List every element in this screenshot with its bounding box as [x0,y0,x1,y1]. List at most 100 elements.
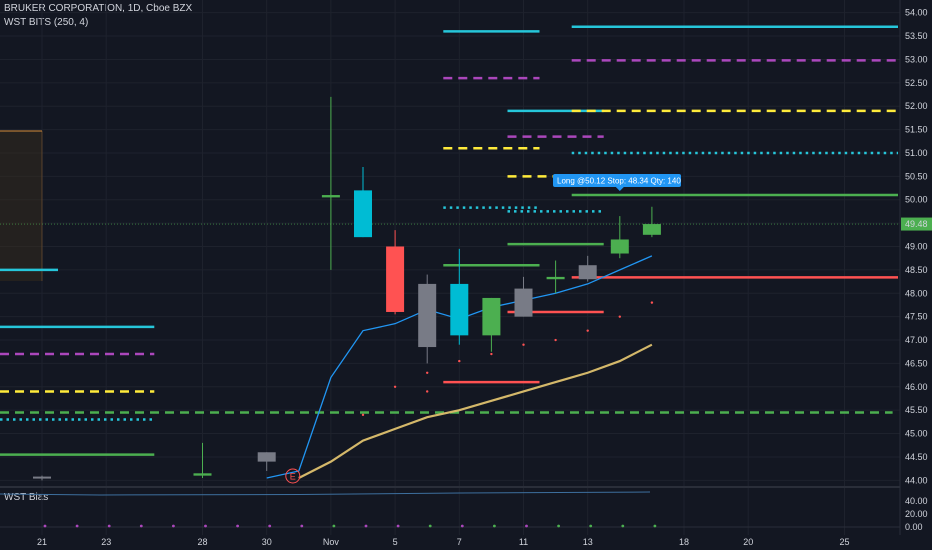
bias-dot [107,524,111,528]
stop-dot [554,338,557,342]
stop-dot [426,390,429,393]
trade-label: Long @50.12 Stop: 48.34 Qty: 140 [557,176,681,185]
bias-dot [493,524,496,528]
y-tick-label: 53.00 [905,54,928,64]
grid [0,0,901,535]
y-tick-label: 47.50 [905,312,928,322]
x-tick-label: 21 [37,537,47,547]
y-tick-label: 54.00 [905,8,928,18]
y-tick-label: 51.00 [905,148,928,158]
bias-dot [75,524,79,528]
trade-label-bg [553,173,681,187]
bias-dot [204,524,207,528]
bias-dot [139,524,143,528]
indicator-legend[interactable]: WST BITS (250, 4) [4,17,89,28]
candle-body [354,190,372,238]
y-tick-label: 46.50 [905,358,928,368]
x-tick-label: 11 [519,537,528,547]
stop-dot [458,359,461,363]
candle-body [578,265,597,280]
bias-dot [653,524,657,528]
bias-legend[interactable]: WST Bias [4,492,49,503]
bias-tick-label: 20.00 [905,509,928,519]
candle-body [546,276,565,280]
earnings-label: E [290,472,296,482]
x-tick-label: 23 [101,537,111,547]
ma-slow-line [298,343,653,479]
bias-pane: 40.00 20.00 0.00 [0,301,928,532]
bias-dot [557,524,560,528]
last-price-label: 49.48 [905,219,928,229]
stop-dot [361,413,365,417]
chart-title: BRUKER CORPORATION, 1D, Cboe BZX [4,3,193,14]
stop-dot [490,352,493,356]
bias-dot [43,524,47,528]
x-tick-label: 5 [393,537,398,547]
bias-dot [332,524,336,528]
trade-label-pointer [615,186,624,191]
bias-dot [364,524,368,528]
bias-tick-label: 40.00 [905,496,928,506]
stop-dot [522,343,525,346]
x-tick-label: 18 [679,537,689,547]
candle-body [257,452,276,462]
y-tick-label: 53.50 [905,31,928,41]
x-tick-label: 28 [197,537,207,547]
y-tick-label: 50.00 [905,195,928,205]
x-tick-label: 7 [457,537,462,547]
y-tick-label: 52.00 [905,101,928,111]
bias-dot [621,524,625,528]
bias-dot [172,524,175,528]
candle-body [386,246,405,312]
y-tick-label: 48.00 [905,288,928,298]
y-tick-label: 44.00 [905,475,928,485]
y-tick-label: 51.50 [905,125,928,135]
stop-dot [586,329,589,332]
bias-dot [460,524,464,528]
candle-body [482,297,501,336]
candle-body [33,476,51,479]
bias-dot [268,524,272,528]
y-tick-label: 47.00 [905,335,928,345]
stop-dot [426,371,429,374]
bias-dot [589,524,593,528]
bias-dot [396,524,400,528]
level-lines [0,25,900,456]
y-tick-label: 45.50 [905,405,928,415]
bias-dot [428,524,432,528]
x-tick-label: 13 [583,537,593,547]
bias-dot [236,524,240,528]
candles [33,96,661,481]
stop-dot [393,385,397,388]
candle-body [193,473,212,476]
shaded-zone [0,131,42,281]
annotations: E Long @50.12 Stop: 48.34 Qty: 140 [285,173,681,484]
x-axis: 21 23 28 30 Nov 5 7 11 13 18 20 25 [37,537,850,547]
bias-tick-label: 0.00 [905,522,923,532]
candle-body [642,224,661,235]
y-tick-label: 50.50 [905,171,928,181]
bias-line [0,491,651,496]
stop-dot [650,301,654,304]
candle-body [514,288,533,317]
candle-body [610,239,629,254]
y-axis: 54.00 53.50 53.00 52.50 52.00 51.50 51.00 50.50… [901,8,932,485]
last-price-tag [901,217,932,231]
y-tick-label: 46.00 [905,382,928,392]
candle-body [450,283,469,336]
candle-body [321,195,340,198]
x-tick-label: 30 [262,537,272,547]
y-tick-label: 52.50 [905,78,928,88]
stop-dot [618,315,621,318]
y-tick-label: 49.00 [905,242,928,252]
candle-body [418,283,437,348]
x-tick-label: 25 [839,537,849,547]
bias-dot [300,524,304,528]
y-tick-label: 45.00 [905,429,928,439]
earnings-marker [285,468,301,484]
x-tick-label: 20 [743,537,753,547]
bias-dot [525,524,528,528]
x-tick-label: Nov [323,537,340,547]
y-tick-label: 44.50 [905,452,928,462]
